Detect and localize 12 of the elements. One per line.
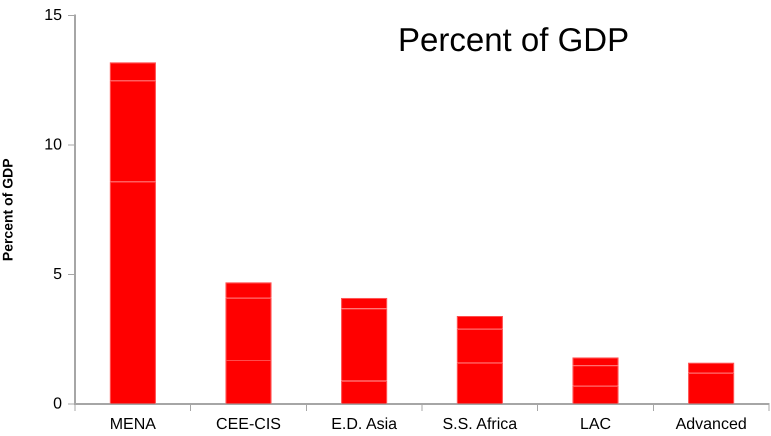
y-tick-label: 0 <box>53 395 62 412</box>
x-tick-label: E.D. Asia <box>331 416 398 434</box>
x-tick-label: Advanced <box>676 416 747 434</box>
y-tick-label: 5 <box>53 266 62 283</box>
y-tick-label: 10 <box>44 136 62 154</box>
x-tick-label: CEE-CIS <box>216 416 281 434</box>
y-tick-label: 15 <box>44 7 62 24</box>
x-tick-label: LAC <box>580 416 612 434</box>
y-axis-title: Percent of GDP <box>0 158 16 262</box>
x-tick-label: S.S. Africa <box>442 416 518 434</box>
x-tick-label: MENA <box>110 416 156 434</box>
chart-title: Percent of GDP <box>398 20 630 60</box>
